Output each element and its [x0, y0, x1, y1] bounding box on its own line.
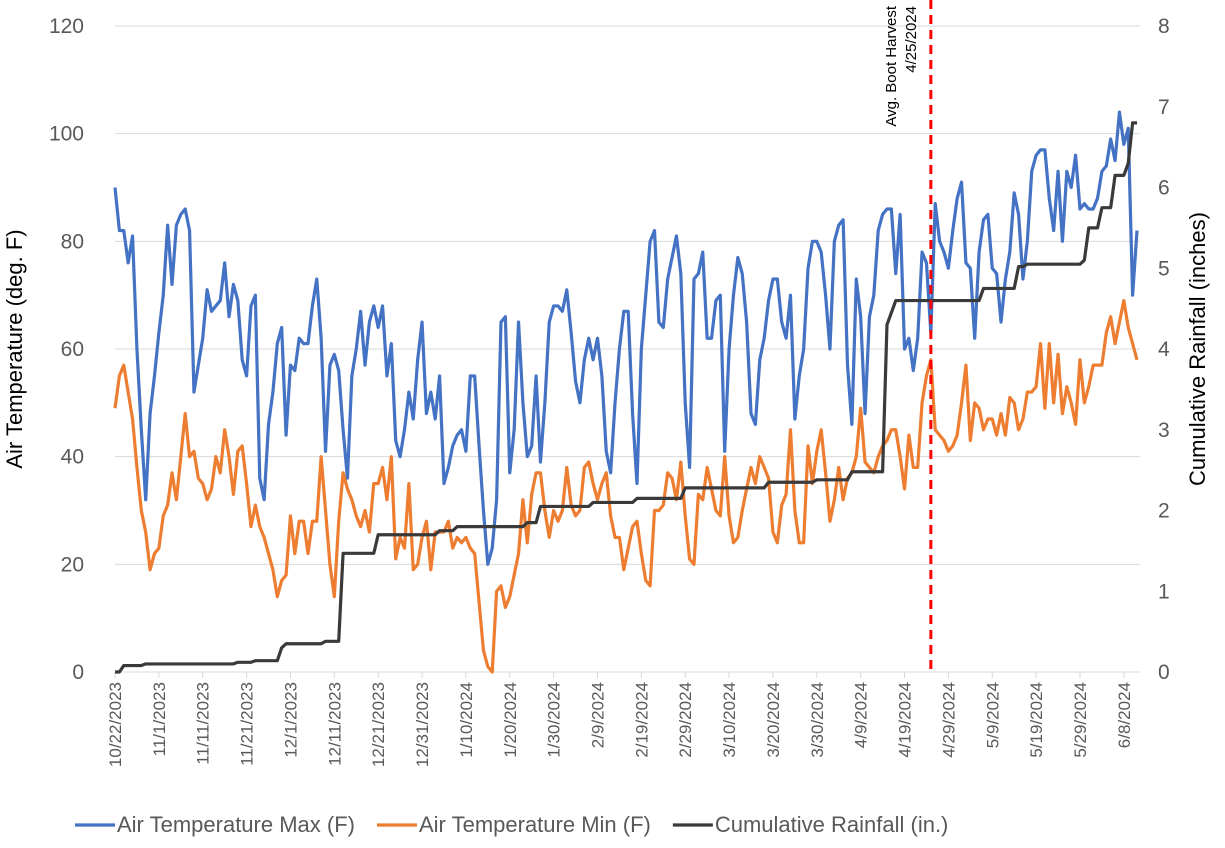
series-line	[113, 110, 1139, 566]
x-tick-label: 11/11/2023	[194, 682, 213, 765]
x-tick-label: 6/8/2024	[1115, 682, 1134, 748]
x-tick-label: 5/9/2024	[983, 682, 1002, 748]
y2-tick-label: 1	[1158, 580, 1170, 603]
x-tick-label: 5/29/2024	[1071, 682, 1090, 758]
x-tick-label: 10/22/2023	[106, 682, 125, 767]
y2-tick-label: 6	[1158, 177, 1170, 200]
legend-label: Cumulative Rainfall (in.)	[715, 812, 949, 837]
y-tick-label: 80	[61, 230, 84, 253]
y-tick-label: 0	[72, 661, 84, 684]
x-tick-label: 12/31/2023	[413, 682, 432, 767]
x-tick-label: 2/19/2024	[632, 682, 651, 758]
x-tick-label: 1/10/2024	[457, 682, 476, 758]
y2-tick-label: 7	[1158, 96, 1170, 119]
series-line	[115, 121, 1137, 674]
y-tick-label: 120	[49, 15, 84, 38]
x-tick-label: 1/30/2024	[545, 682, 564, 758]
y-tick-label: 20	[61, 553, 84, 576]
y2-tick-label: 0	[1158, 661, 1170, 684]
y2-tick-label: 5	[1158, 257, 1170, 280]
annotation-text: 4/25/2024	[903, 6, 920, 73]
x-tick-label: 2/29/2024	[676, 682, 695, 758]
y-tick-label: 100	[49, 123, 84, 146]
x-tick-label: 12/11/2023	[325, 682, 344, 766]
x-tick-label: 12/1/2023	[281, 682, 300, 758]
x-tick-label: 4/9/2024	[852, 682, 871, 748]
series-line	[113, 298, 1139, 674]
x-tick-label: 3/30/2024	[808, 682, 827, 758]
x-tick-label: 4/29/2024	[939, 682, 958, 758]
x-tick-label: 12/21/2023	[369, 682, 388, 767]
x-tick-label: 3/10/2024	[720, 682, 739, 758]
y2-tick-label: 2	[1158, 500, 1170, 523]
y2-tick-label: 3	[1158, 419, 1170, 442]
y-tick-label: 40	[61, 446, 84, 469]
y2-tick-label: 4	[1158, 338, 1170, 361]
x-tick-label: 4/19/2024	[896, 682, 915, 758]
annotation-text: Avg. Boot Harvest	[883, 5, 900, 126]
x-tick-label: 3/20/2024	[764, 682, 783, 758]
y-tick-label: 60	[61, 338, 84, 361]
x-tick-label: 11/1/2023	[150, 682, 169, 756]
x-tick-label: 2/9/2024	[588, 682, 607, 748]
x-tick-label: 5/19/2024	[1027, 682, 1046, 758]
y2-axis-title: Cumulative Rainfall (inches)	[1185, 212, 1210, 486]
x-tick-label: 1/20/2024	[501, 682, 520, 758]
y-axis-title: Air Temperature (deg. F)	[2, 229, 27, 468]
legend-label: Air Temperature Min (F)	[419, 812, 651, 837]
y2-tick-label: 8	[1158, 15, 1170, 38]
legend-label: Air Temperature Max (F)	[117, 812, 355, 837]
x-tick-label: 11/21/2023	[238, 682, 257, 766]
